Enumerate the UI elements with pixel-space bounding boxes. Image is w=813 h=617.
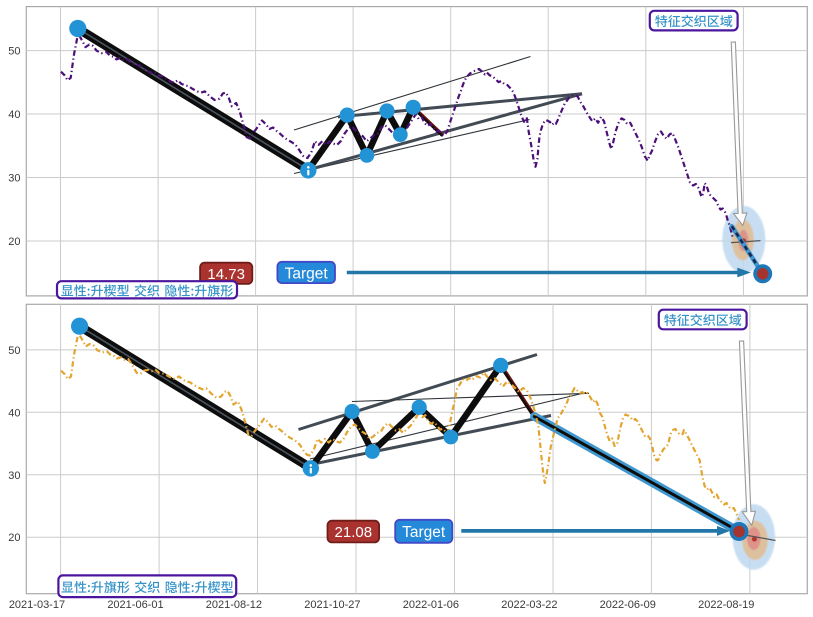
svg-text:2021-08-12: 2021-08-12 [206,599,262,611]
svg-text:2021-03-17: 2021-03-17 [9,599,65,611]
svg-text:2022-06-09: 2022-06-09 [600,599,656,611]
svg-text:50: 50 [8,46,20,58]
svg-text:Target: Target [402,524,446,541]
svg-text:2021-10-27: 2021-10-27 [304,599,360,611]
svg-text:30: 30 [8,470,20,482]
svg-text:20: 20 [8,236,20,248]
svg-text:14.73: 14.73 [207,266,245,283]
svg-text:2022-03-22: 2022-03-22 [501,599,557,611]
svg-text:2022-08-19: 2022-08-19 [698,599,754,611]
svg-text:2022-01-06: 2022-01-06 [403,599,459,611]
svg-text:40: 40 [8,109,20,121]
svg-text:50: 50 [8,345,20,357]
svg-text:20: 20 [8,532,20,544]
svg-text:2021-06-01: 2021-06-01 [107,599,163,611]
svg-text:Target: Target [285,265,329,282]
svg-text:30: 30 [8,173,20,185]
svg-text:21.08: 21.08 [335,524,373,541]
svg-text:40: 40 [8,407,20,419]
